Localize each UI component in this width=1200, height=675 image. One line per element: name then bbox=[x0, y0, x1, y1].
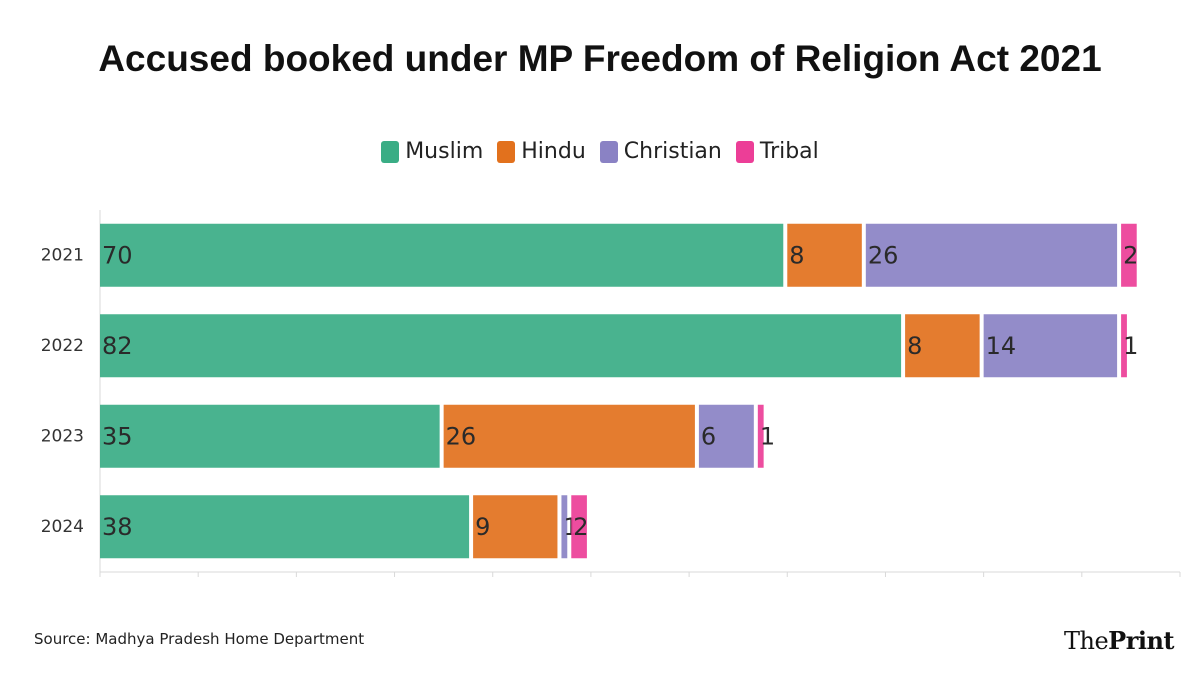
data-label: 1 bbox=[1123, 332, 1138, 360]
data-label: 14 bbox=[986, 332, 1017, 360]
bar-christian-2024 bbox=[561, 495, 568, 559]
legend-swatch bbox=[599, 140, 618, 163]
data-label: 70 bbox=[102, 241, 133, 269]
source-note: Source: Madhya Pradesh Home Department bbox=[34, 630, 365, 648]
data-label: 38 bbox=[102, 513, 133, 541]
data-label: 6 bbox=[701, 422, 716, 450]
data-label: 82 bbox=[102, 332, 133, 360]
bar-hindu-2021 bbox=[787, 223, 862, 287]
data-label: 8 bbox=[907, 332, 922, 360]
legend-item-tribal: Tribal bbox=[735, 139, 819, 164]
bar-tribal-2021 bbox=[1121, 223, 1137, 287]
data-label: 26 bbox=[446, 422, 477, 450]
legend-item-hindu: Hindu bbox=[497, 139, 586, 164]
bar-christian-2021 bbox=[865, 223, 1118, 287]
bar-hindu-2023 bbox=[443, 404, 695, 468]
legend-item-christian: Christian bbox=[599, 139, 722, 164]
data-label: 1 bbox=[760, 422, 775, 450]
y-tick-label: 2022 bbox=[41, 336, 84, 356]
bar-hindu-2022 bbox=[905, 314, 980, 378]
legend-label: Christian bbox=[623, 139, 722, 164]
legend-swatch bbox=[497, 140, 516, 163]
bar-tribal-2024 bbox=[571, 495, 587, 559]
legend-item-muslim: Muslim bbox=[381, 139, 483, 164]
bar-christian-2022 bbox=[983, 314, 1118, 378]
bar-christian-2023 bbox=[698, 404, 754, 468]
legend-swatch bbox=[381, 140, 400, 163]
data-label: 9 bbox=[475, 513, 490, 541]
legend-label: Hindu bbox=[521, 139, 586, 164]
data-label: 26 bbox=[868, 241, 899, 269]
bar-muslim-2022 bbox=[100, 314, 902, 378]
brand-prefix: The bbox=[1063, 627, 1109, 655]
legend-label: Muslim bbox=[405, 139, 484, 164]
legend-label: Tribal bbox=[759, 139, 819, 164]
chart-title: Accused booked under MP Freedom of Relig… bbox=[98, 38, 1102, 79]
bar-muslim-2024 bbox=[100, 495, 470, 559]
brand-logo: ThePrint bbox=[1063, 626, 1175, 655]
bar-hindu-2024 bbox=[473, 495, 558, 559]
data-label: 35 bbox=[102, 422, 133, 450]
bar-muslim-2023 bbox=[100, 404, 440, 468]
legend-swatch bbox=[735, 140, 754, 163]
bar-muslim-2021 bbox=[100, 223, 784, 287]
y-tick-label: 2021 bbox=[41, 245, 84, 265]
y-tick-label: 2023 bbox=[41, 426, 84, 446]
data-label: 2 bbox=[573, 513, 588, 541]
bar-tribal-2023 bbox=[757, 404, 764, 468]
data-label: 2 bbox=[1123, 241, 1138, 269]
bar-tribal-2022 bbox=[1121, 314, 1127, 378]
data-label: 8 bbox=[789, 241, 804, 269]
chart-legend: Muslim Hindu Christian Tribal bbox=[0, 139, 1200, 164]
y-tick-label: 2024 bbox=[41, 517, 84, 537]
brand-name: Print bbox=[1108, 626, 1174, 655]
